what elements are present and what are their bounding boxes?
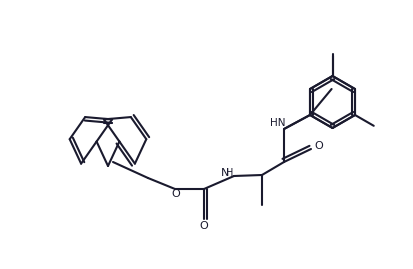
Text: HN: HN [270,118,285,128]
Text: O: O [314,141,323,151]
Text: O: O [199,221,208,231]
Text: N: N [220,168,229,178]
Text: O: O [171,189,180,199]
Text: H: H [226,168,233,178]
